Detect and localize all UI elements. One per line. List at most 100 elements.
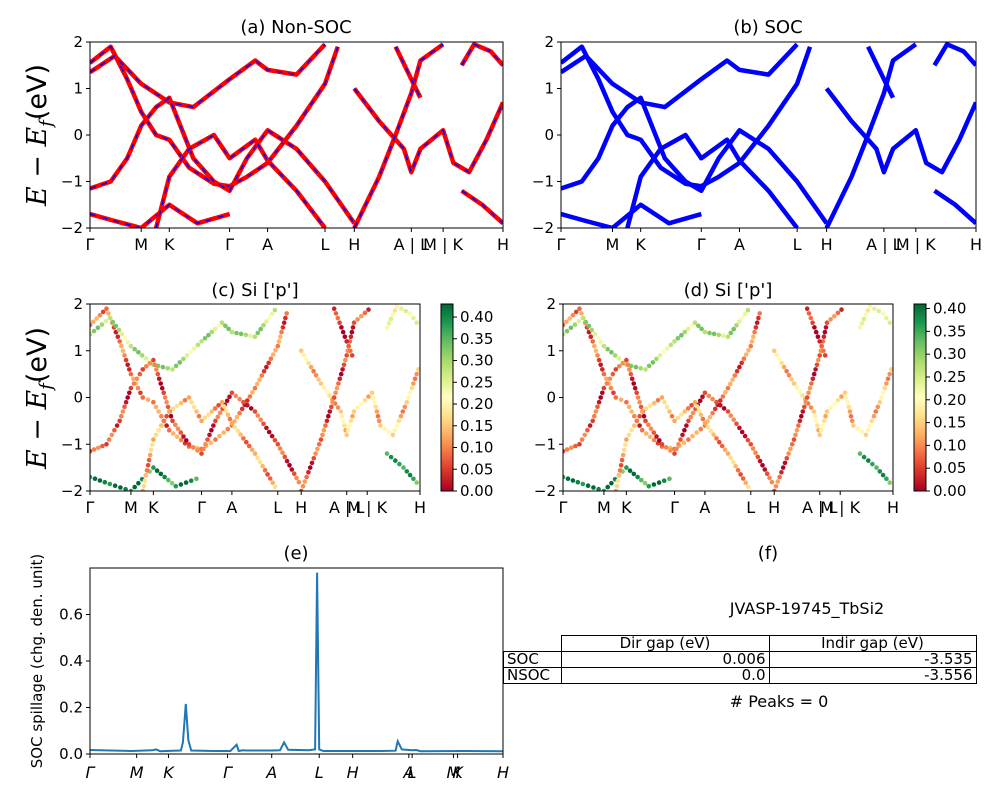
band-point — [119, 343, 124, 349]
band-point — [692, 320, 698, 326]
band-point — [601, 371, 607, 377]
band-point — [261, 421, 266, 427]
band-point — [223, 323, 228, 329]
panel-b-xtick-label: H — [970, 235, 982, 254]
band-point — [148, 447, 154, 453]
band-point — [668, 342, 674, 348]
panel-e-title: (e) — [283, 543, 308, 564]
band-point — [160, 364, 166, 370]
band-point — [192, 346, 197, 351]
band-point — [857, 451, 863, 456]
band-point — [141, 483, 147, 489]
band-point — [870, 461, 875, 467]
band-point — [738, 472, 743, 477]
band-point — [818, 427, 824, 433]
band-point — [339, 413, 345, 419]
band-point — [342, 423, 347, 428]
band-point — [616, 356, 622, 361]
band-point — [620, 360, 626, 366]
band-point — [786, 373, 792, 378]
band-point — [144, 468, 150, 473]
colorbar-tick-label: 0.30 — [933, 345, 966, 363]
band-point — [823, 325, 829, 330]
band-point — [359, 401, 364, 407]
band-point — [189, 399, 194, 405]
material-id: JVASP-19745_TbSi2 — [729, 599, 884, 619]
band-point — [225, 426, 231, 432]
dir-gap-value: 0.006 — [560, 651, 770, 668]
colorbar-c: 0.00 0.05 0.10 0.15 0.20 0.25 0.30 0.35 0.40 — [440, 303, 493, 500]
band-point — [676, 442, 681, 447]
band-point — [600, 367, 605, 372]
band-point — [871, 413, 877, 419]
band-point — [757, 311, 762, 316]
band-point — [250, 390, 255, 395]
band-point — [294, 475, 299, 481]
band-point — [851, 423, 856, 428]
band-point — [272, 437, 278, 443]
band-point — [229, 420, 235, 426]
band-point — [705, 424, 711, 430]
band-point — [393, 458, 398, 463]
panel-b-xtick-label: M | K — [896, 235, 936, 254]
band-point — [331, 306, 337, 312]
band-point — [753, 325, 759, 330]
band-point — [813, 418, 819, 424]
band-point — [582, 432, 588, 438]
band-point — [634, 418, 640, 424]
band-point — [318, 381, 324, 386]
band-point — [394, 304, 400, 309]
band-point — [248, 406, 254, 411]
panel-c-ytick-label: 1 — [73, 342, 83, 360]
band-point — [739, 429, 745, 435]
panel-c-ytick-label: 0 — [73, 389, 83, 407]
band-point — [748, 442, 754, 447]
band-point — [238, 331, 244, 337]
band-point — [344, 353, 350, 358]
band-point — [362, 398, 368, 403]
band-point — [384, 325, 390, 330]
band-point — [776, 356, 782, 362]
band-point — [262, 467, 268, 473]
band-point — [598, 395, 603, 400]
band-point — [728, 413, 734, 418]
band-point — [206, 412, 211, 417]
band-point — [702, 420, 708, 426]
band-point — [156, 427, 161, 433]
band-point — [243, 332, 249, 338]
band-point — [564, 447, 570, 452]
band-point — [349, 329, 355, 335]
band-point — [183, 480, 189, 485]
band-point — [812, 413, 818, 419]
band-point — [707, 330, 712, 336]
panel-d-xtick-label: M | K — [820, 498, 860, 517]
band-point — [338, 409, 344, 414]
band-point — [406, 395, 411, 400]
band-point — [800, 393, 805, 398]
band-point — [132, 346, 137, 352]
band-point — [99, 322, 105, 327]
band-point — [227, 416, 233, 422]
band-point — [737, 319, 742, 324]
band-point — [342, 334, 348, 340]
band-line-dash — [90, 96, 355, 224]
band-point — [816, 357, 821, 363]
band-point — [117, 418, 122, 424]
band-point — [110, 319, 116, 325]
band-point — [120, 348, 126, 354]
band-point — [675, 415, 681, 421]
band-point — [404, 399, 410, 405]
band-point — [366, 307, 371, 312]
colorbar-tick-label: 0.00 — [933, 482, 966, 500]
band-point — [331, 395, 337, 400]
band-point — [659, 442, 665, 447]
band-point — [266, 360, 272, 366]
band-point — [771, 348, 777, 354]
band-point — [647, 403, 653, 409]
band-point — [241, 399, 246, 405]
band-point — [168, 413, 174, 419]
band-point — [241, 436, 246, 441]
band-point — [388, 454, 394, 460]
